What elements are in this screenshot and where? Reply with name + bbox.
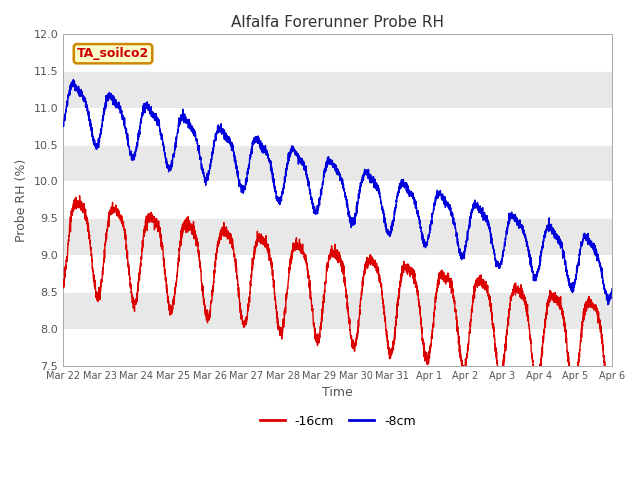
Bar bbox=[63, 34, 612, 71]
Bar bbox=[63, 329, 612, 366]
Bar bbox=[63, 181, 612, 218]
X-axis label: Time: Time bbox=[322, 386, 353, 399]
Bar bbox=[63, 292, 612, 329]
Bar bbox=[63, 144, 612, 181]
Bar bbox=[63, 71, 612, 108]
Title: Alfalfa Forerunner Probe RH: Alfalfa Forerunner Probe RH bbox=[231, 15, 444, 30]
Y-axis label: Probe RH (%): Probe RH (%) bbox=[15, 158, 28, 241]
Bar bbox=[63, 108, 612, 144]
Text: TA_soilco2: TA_soilco2 bbox=[77, 47, 149, 60]
Bar bbox=[63, 255, 612, 292]
Bar bbox=[63, 218, 612, 255]
Legend: -16cm, -8cm: -16cm, -8cm bbox=[255, 410, 420, 433]
